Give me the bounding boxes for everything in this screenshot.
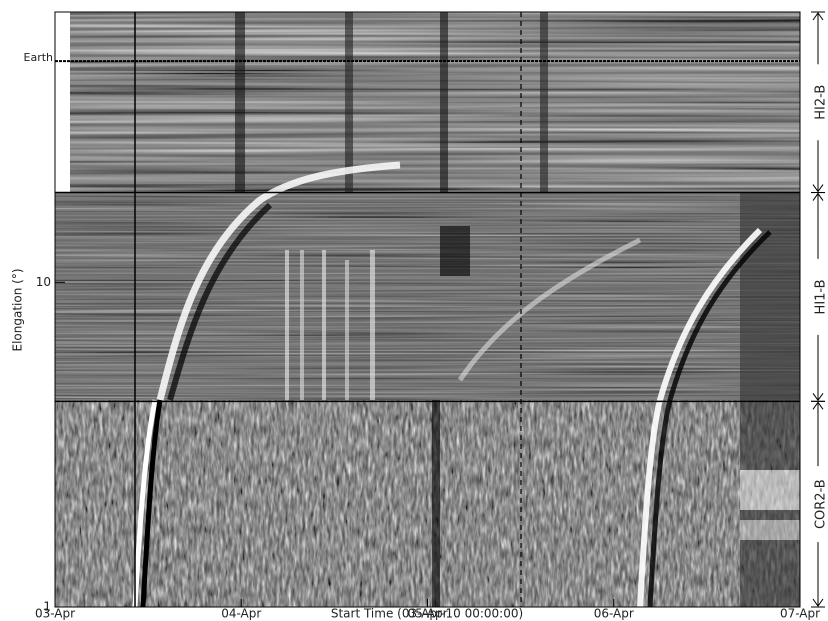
jmap-image xyxy=(55,12,800,607)
y-tick-label: 10 xyxy=(36,275,51,289)
x-tick-label: 03-Apr xyxy=(35,607,75,621)
x-tick-label: 06-Apr xyxy=(594,607,634,621)
y-tick-label: 1 xyxy=(43,600,51,614)
hi2-texture xyxy=(55,12,800,192)
blank-strip xyxy=(55,12,70,192)
earth-label: Earth xyxy=(24,51,54,64)
region-label: COR2-B xyxy=(814,479,828,529)
cor2-texture xyxy=(55,400,800,607)
x-tick-label: 04-Apr xyxy=(221,607,261,621)
chart: Start Time (03-Apr-10 00:00:00) Elongati… xyxy=(0,0,828,621)
x-tick-label: 05-Apr xyxy=(407,607,447,621)
x-tick-label: 07-Apr xyxy=(780,607,820,621)
y-axis-label: Elongation (°) xyxy=(11,269,25,352)
region-label: HI2-B xyxy=(814,85,828,120)
region-label: HI1-B xyxy=(814,279,828,314)
